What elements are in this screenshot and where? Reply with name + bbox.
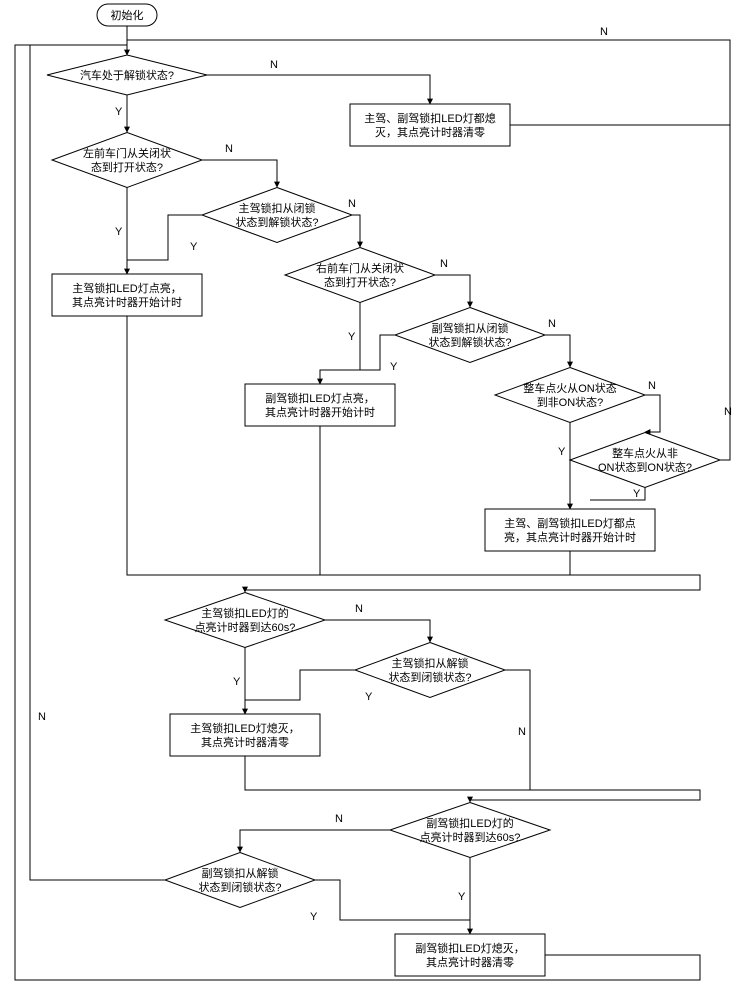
d_ignon-text: 整车点火从非 <box>612 446 678 460</box>
p_pson: 副驾锁扣LED灯点亮，其点亮计时器开始计时 <box>245 384 395 426</box>
edge-label: Y <box>115 226 123 238</box>
edge <box>207 75 430 104</box>
d_dr60-text: 主驾锁扣LED灯的 <box>201 606 288 620</box>
edge-label: Y <box>365 691 373 703</box>
edge-label: Y <box>390 361 398 373</box>
d_drcls-text: 主驾锁扣从解锁 <box>392 656 469 670</box>
p_dron-text: 其点亮计时器开始计时 <box>72 295 182 309</box>
d_dlock-text: 状态到解锁状态? <box>235 215 318 229</box>
edge <box>245 670 355 700</box>
d_ignoff: 整车点火从ON状态到非ON状态? <box>495 368 645 423</box>
edge-label: N <box>440 258 448 270</box>
p_alloff-text: 主驾、副驾锁扣LED灯都熄 <box>364 111 495 125</box>
p_droff-text: 其点亮计时器清零 <box>201 735 289 749</box>
d_ignoff-text: 整车点火从ON状态 <box>523 381 617 395</box>
edge-label: Y <box>190 241 198 253</box>
d_drcls-text: 状态到闭锁状态? <box>388 670 471 684</box>
d_plock-text: 副驾锁扣从闭锁 <box>432 321 509 335</box>
edge-label: N <box>38 711 46 723</box>
p_alloff: 主驾、副驾锁扣LED灯都熄灭，其点亮计时器清零 <box>350 104 510 146</box>
d_ldoor-text: 左前车门从关闭状 <box>83 146 171 160</box>
d_pscls-text: 状态到闭锁状态? <box>198 880 281 894</box>
edge-label: Y <box>458 891 466 903</box>
edge-label: N <box>348 198 356 210</box>
edge <box>127 215 202 260</box>
d_rdoor-text: 右前车门从关闭状 <box>316 261 404 275</box>
d_dlock-text: 主驾锁扣从闭锁 <box>239 201 316 215</box>
edge <box>240 830 390 852</box>
edge-label: N <box>548 318 556 330</box>
d_ignon: 整车点火从非ON状态到ON状态? <box>570 433 720 488</box>
edge-label: Y <box>115 106 123 118</box>
d_rdoor: 右前车门从关闭状态到打开状态? <box>285 248 435 303</box>
edge-label: N <box>724 406 732 418</box>
d_dr60-text: 点亮计时器到达60s? <box>195 620 296 634</box>
edge <box>320 335 395 370</box>
d_plock: 副驾锁扣从闭锁状态到解锁状态? <box>395 308 545 363</box>
init-text: 初始化 <box>111 8 144 22</box>
p_dron-text: 主驾锁扣LED灯点亮， <box>72 281 181 295</box>
p_droff: 主驾锁扣LED灯熄灭，其点亮计时器清零 <box>170 714 320 756</box>
edge-label: N <box>225 143 233 155</box>
edge-label: Y <box>310 911 318 923</box>
d_unlock-text: 汽车处于解锁状态? <box>80 68 174 82</box>
edge-label: N <box>335 813 343 825</box>
edge-label: Y <box>348 331 356 343</box>
d_dlock: 主驾锁扣从闭锁状态到解锁状态? <box>202 188 352 243</box>
edge-label: N <box>355 603 363 615</box>
d_pscls: 副驾锁扣从解锁状态到闭锁状态? <box>165 853 315 908</box>
p_pson-text: 副驾锁扣LED灯点亮， <box>265 391 374 405</box>
edge <box>245 551 700 592</box>
edge-label: N <box>270 59 278 71</box>
p_psoff: 副驾锁扣LED灯熄灭，其点亮计时器清零 <box>395 934 545 976</box>
init: 初始化 <box>97 4 157 26</box>
d_ldoor: 左前车门从关闭状态到打开状态? <box>52 133 202 188</box>
edge <box>645 395 660 432</box>
d_plock-text: 状态到解锁状态? <box>428 335 511 349</box>
d_ldoor-text: 态到打开状态? <box>91 160 163 174</box>
d_ps60-text: 点亮计时器到达60s? <box>420 830 521 844</box>
p_bothon-text: 亮，其点亮计时器开始计时 <box>504 530 636 544</box>
edge <box>315 880 470 920</box>
p_dron: 主驾锁扣LED灯点亮，其点亮计时器开始计时 <box>52 274 202 316</box>
edge <box>720 40 730 460</box>
edge <box>245 756 700 802</box>
p_droff-text: 主驾锁扣LED灯熄灭， <box>190 721 299 735</box>
p_bothon: 主驾、副驾锁扣LED灯都点亮，其点亮计时器开始计时 <box>485 509 655 551</box>
d_dr60: 主驾锁扣LED灯的点亮计时器到达60s? <box>165 593 325 648</box>
edge <box>352 215 360 247</box>
d_pscls-text: 副驾锁扣从解锁 <box>202 866 279 880</box>
edge-label: Y <box>633 488 641 500</box>
edge-label: Y <box>558 446 566 458</box>
p_bothon-text: 主驾、副驾锁扣LED灯都点 <box>504 516 635 530</box>
p_psoff-text: 副驾锁扣LED灯熄灭， <box>415 941 524 955</box>
p_psoff-text: 其点亮计时器清零 <box>426 955 514 969</box>
d_drcls: 主驾锁扣从解锁状态到闭锁状态? <box>355 643 505 698</box>
edge-label: N <box>518 726 526 738</box>
d_ps60-text: 副驾锁扣LED灯的 <box>426 816 513 830</box>
p_alloff-text: 灭，其点亮计时器清零 <box>375 125 485 139</box>
d_rdoor-text: 态到打开状态? <box>324 275 396 289</box>
edge-label: N <box>600 26 608 38</box>
edge <box>435 275 470 307</box>
edge <box>202 160 277 187</box>
d_ignoff-text: 到非ON状态? <box>537 395 604 409</box>
edge <box>545 335 570 367</box>
edge-label: N <box>648 380 656 392</box>
edge-label: Y <box>233 676 241 688</box>
d_ignon-text: ON状态到ON状态? <box>598 460 692 474</box>
edge <box>320 302 360 384</box>
edge <box>325 620 430 642</box>
p_pson-text: 其点亮计时器开始计时 <box>265 405 375 419</box>
d_unlock: 汽车处于解锁状态? <box>47 55 207 95</box>
d_ps60: 副驾锁扣LED灯的点亮计时器到达60s? <box>390 803 550 858</box>
